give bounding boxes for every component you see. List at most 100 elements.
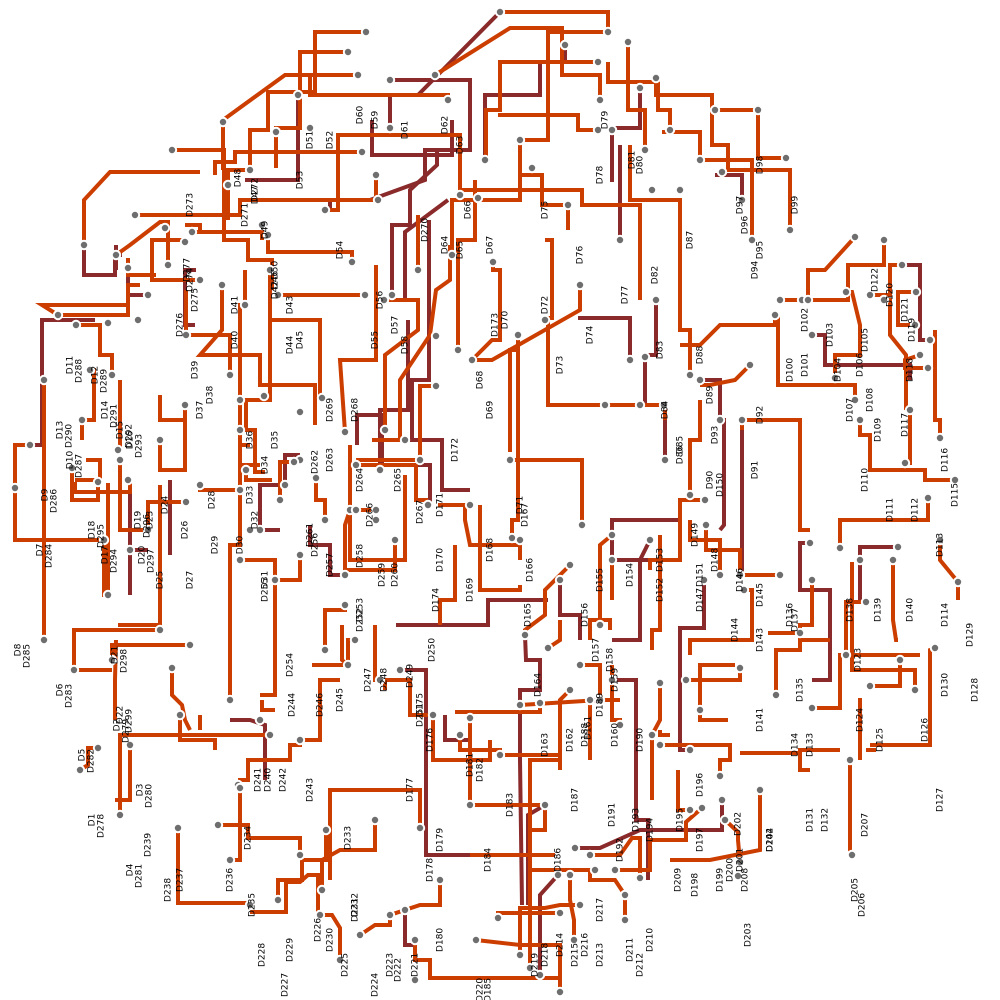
wire-secondary (678, 580, 706, 752)
wire-primary (870, 263, 902, 297)
connector-pin (319, 644, 331, 656)
connector-pin (864, 680, 876, 692)
connector-pin (106, 654, 118, 666)
wire-primary (484, 60, 598, 162)
connector-pin (716, 794, 728, 806)
device-label: D6 (56, 683, 66, 696)
connector-pin (430, 380, 442, 392)
connector-pin (129, 209, 141, 221)
device-label: D69 (486, 401, 496, 420)
device-label: D48 (234, 169, 244, 188)
device-label: D85 (676, 436, 686, 454)
connector-pin (334, 954, 346, 966)
wire-primary (218, 823, 302, 855)
wire-primary (715, 108, 786, 160)
connector-pin (734, 662, 746, 674)
device-label: D277 (183, 258, 193, 282)
device-label: D296 (143, 514, 153, 538)
device-label: D120 (886, 283, 896, 307)
wire-primary (178, 715, 217, 750)
wire-secondary (858, 545, 898, 600)
wire-primary (172, 148, 274, 290)
device-label: D45 (296, 331, 306, 349)
connector-pin (592, 56, 604, 68)
connector-pin (38, 634, 50, 646)
wire-primary (844, 600, 866, 655)
connector-pin (914, 349, 926, 361)
device-label: D158 (606, 648, 616, 672)
wire-primary (150, 238, 200, 282)
connector-pin (110, 249, 122, 261)
device-label: D15 (116, 421, 126, 439)
device-label: D147 (696, 588, 706, 612)
connector-pin (949, 474, 961, 486)
device-label: D74 (586, 326, 596, 345)
connector-pin (222, 179, 234, 191)
device-label: D97 (736, 196, 746, 214)
connector-pin (254, 524, 266, 536)
device-label: D17 (101, 546, 111, 564)
device-label: D80 (636, 156, 646, 175)
device-label: D241 (254, 768, 264, 792)
connector-pin (806, 574, 818, 586)
device-label: D110 (861, 468, 871, 492)
connector-pin (374, 674, 386, 686)
connector-pin (114, 809, 126, 821)
device-label: D217 (596, 898, 606, 922)
device-label: D235 (248, 893, 258, 917)
connector-pin (184, 639, 196, 651)
wire-primary (498, 113, 595, 132)
device-label: D90 (706, 471, 716, 490)
connector-pin (194, 479, 206, 491)
device-label: D196 (696, 773, 706, 797)
connector-pin (339, 569, 351, 581)
connector-pin (412, 264, 424, 276)
device-label: D243 (306, 778, 316, 802)
device-label: D132 (821, 808, 831, 832)
connector-pin (409, 974, 421, 986)
connector-pin (568, 934, 580, 946)
device-label: D194 (646, 818, 656, 842)
connector-pin (922, 492, 934, 504)
wire-primary (433, 26, 602, 100)
connector-pin (294, 734, 306, 746)
wire-primary (73, 480, 132, 494)
device-label: D248 (380, 668, 390, 692)
connector-pin (644, 534, 656, 546)
connector-pin (526, 162, 538, 174)
device-label: D58 (401, 336, 411, 355)
connector-pin (319, 514, 331, 526)
connector-pin (878, 294, 890, 306)
device-label: D162 (566, 728, 576, 752)
device-label: D172 (451, 438, 461, 462)
connector-pin (258, 390, 270, 402)
connector-pin (584, 849, 596, 861)
device-label: D111 (886, 498, 896, 522)
device-label: D104 (834, 358, 844, 382)
device-label: D92 (756, 406, 766, 424)
connector-pin (564, 684, 576, 696)
connector-pin (924, 334, 936, 346)
connector-pin (346, 256, 358, 268)
wire-primary (325, 133, 462, 212)
connector-pin (372, 194, 384, 206)
device-label: D224 (371, 973, 381, 997)
device-label: D173 (491, 313, 501, 337)
connector-pin (639, 351, 651, 363)
connector-pin (166, 144, 178, 156)
wire-secondary (128, 480, 148, 595)
wire-primary (244, 270, 272, 430)
device-label: D101 (801, 353, 811, 377)
device-label: D21 (111, 646, 121, 664)
connector-pin (684, 369, 696, 381)
connector-pin (454, 189, 466, 201)
device-label: D118 (906, 358, 916, 382)
wire-primary (300, 678, 340, 742)
device-label: D115 (951, 483, 961, 507)
device-label: D176 (426, 728, 436, 752)
connector-pin (574, 659, 586, 671)
wire-secondary (308, 525, 345, 577)
connector-pin (846, 849, 858, 861)
wire-primary (776, 315, 857, 400)
device-label: D65 (456, 241, 466, 259)
